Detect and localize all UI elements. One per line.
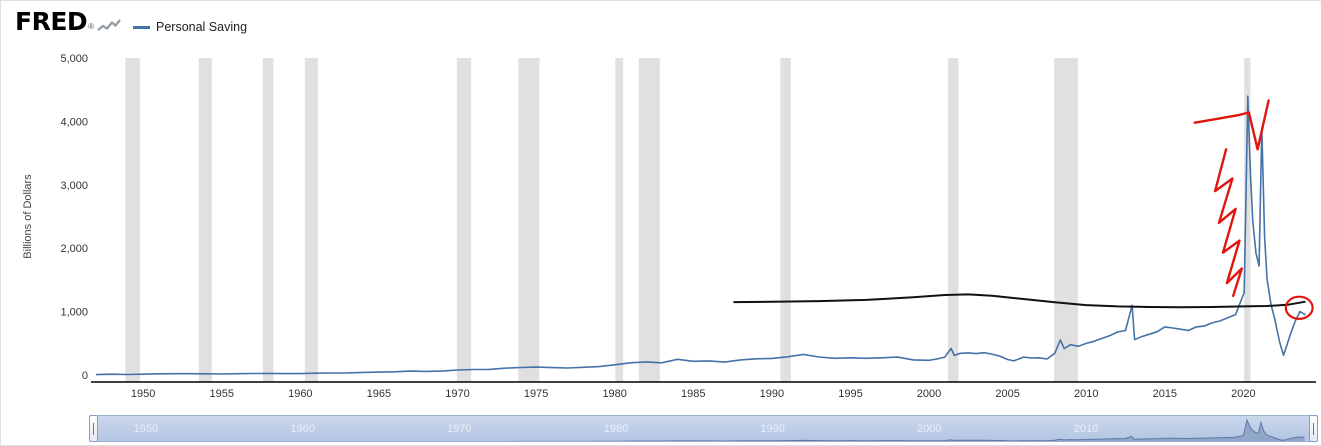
slider-year-label: 1950 <box>133 422 159 435</box>
legend-series-label: Personal Saving <box>156 20 248 34</box>
y-axis-tick-labels: 0 1,000 2,000 3,000 4,000 5,000 <box>60 53 88 382</box>
svg-text:2010: 2010 <box>1074 388 1098 400</box>
series-line-0 <box>95 95 1306 376</box>
svg-text:1965: 1965 <box>367 388 391 400</box>
main-chart-plot-area[interactable]: 0 1,000 2,000 3,000 4,000 5,000 Billions of Do… <box>1 1 1321 411</box>
svg-text:2,000: 2,000 <box>60 243 88 255</box>
svg-text:1955: 1955 <box>210 388 234 400</box>
svg-text:2020: 2020 <box>1231 388 1255 400</box>
legend-line-swatch <box>133 25 150 29</box>
fred-logo-text: FRED <box>15 7 88 36</box>
annotation-black-trend-line <box>733 293 1306 309</box>
slider-mini-chart <box>506 418 1305 441</box>
annotation-red-scribble-1 <box>1213 148 1243 297</box>
svg-text:1970: 1970 <box>445 388 469 400</box>
svg-text:1975: 1975 <box>524 388 548 400</box>
svg-text:1990: 1990 <box>760 388 784 400</box>
mini-chart-line <box>506 418 1305 441</box>
svg-text:4,000: 4,000 <box>60 116 88 128</box>
annotation-red-scribble-0 <box>1193 99 1270 151</box>
recession-bands <box>125 58 1251 382</box>
annotation-red-circle <box>1284 295 1314 320</box>
slider-handle-grip-icon <box>1313 423 1314 435</box>
fred-logo-registered-mark: ® <box>88 22 95 31</box>
svg-text:1950: 1950 <box>131 388 155 400</box>
slider-handle-grip-icon <box>93 423 94 435</box>
slider-year-label: 1970 <box>447 422 472 435</box>
mini-chart-area <box>631 420 1305 441</box>
slider-year-label: 1980 <box>603 422 629 435</box>
svg-text:2000: 2000 <box>917 388 941 400</box>
svg-text:1995: 1995 <box>838 388 862 400</box>
svg-text:1,000: 1,000 <box>60 307 88 319</box>
slider-year-label: 2000 <box>917 422 942 435</box>
chart-header: FRED ® Personal Saving <box>1 1 1321 45</box>
svg-text:3,000: 3,000 <box>60 180 88 192</box>
fred-logo[interactable]: FRED ® <box>15 9 121 35</box>
fred-logo-squiggle-icon <box>97 19 121 31</box>
slider-handle-right[interactable] <box>1309 415 1318 442</box>
svg-text:2015: 2015 <box>1153 388 1177 400</box>
svg-text:0: 0 <box>82 370 88 382</box>
svg-text:1985: 1985 <box>681 388 705 400</box>
date-range-slider[interactable]: 1950 1960 1970 1980 1990 2000 2010 <box>89 415 1318 442</box>
svg-text:1960: 1960 <box>288 388 312 400</box>
x-axis-tick-labels: 1950 1955 1960 1965 1970 1975 1980 1985 1990 1995… <box>131 388 1256 400</box>
slider-handle-left[interactable] <box>89 415 98 442</box>
chart-legend: Personal Saving <box>133 20 247 34</box>
slider-track[interactable]: 1950 1960 1970 1980 1990 2000 2010 <box>89 415 1318 442</box>
svg-text:5,000: 5,000 <box>60 53 88 65</box>
svg-text:2005: 2005 <box>995 388 1019 400</box>
slider-year-label: 1960 <box>290 422 315 435</box>
slider-year-label: 2010 <box>1073 422 1099 435</box>
y-axis-title: Billions of Dollars <box>22 174 34 259</box>
svg-text:1980: 1980 <box>602 388 626 400</box>
slider-year-label: 1990 <box>760 422 785 435</box>
